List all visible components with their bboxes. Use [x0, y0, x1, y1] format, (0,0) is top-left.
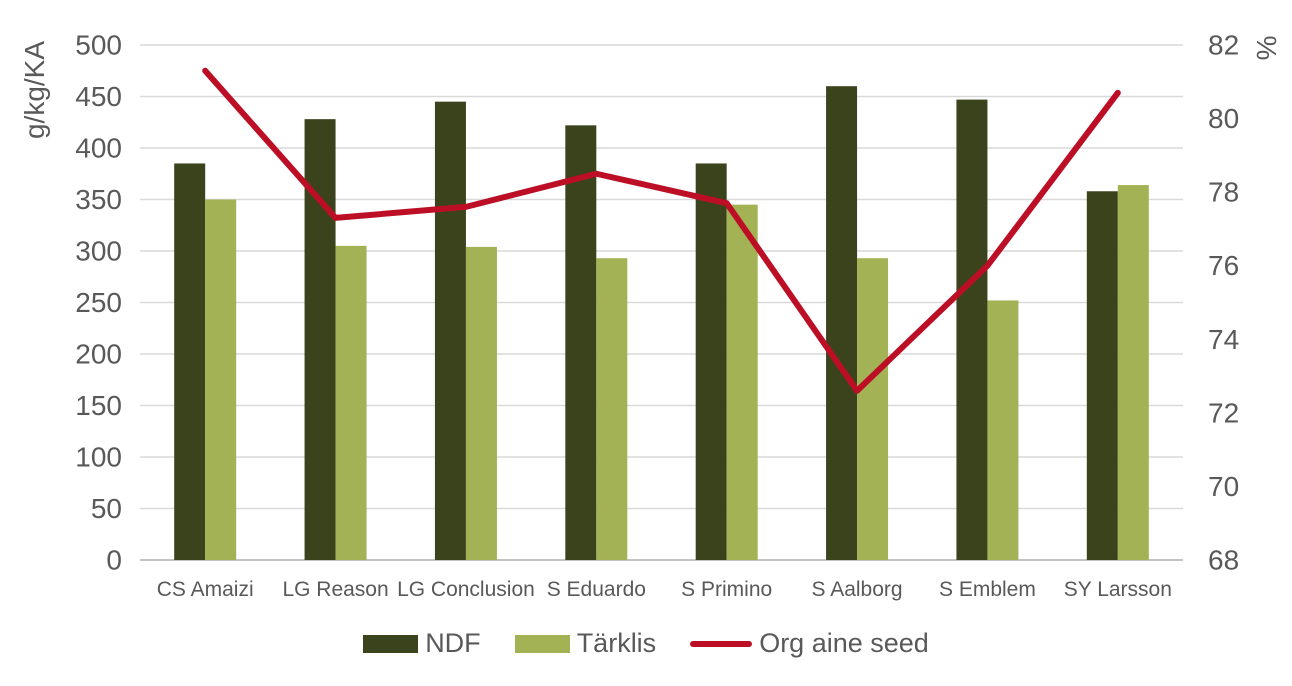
left-axis-tick-label: 500 — [75, 30, 122, 61]
bar-ndf — [695, 163, 727, 560]
bar-tarklis — [596, 258, 628, 560]
bar-tarklis — [726, 204, 758, 560]
right-axis-tick-label: 74 — [1208, 324, 1239, 355]
legend-item-ndf: NDF — [363, 630, 481, 657]
right-axis-tick-label: 72 — [1208, 397, 1239, 428]
right-axis-tick-label: 82 — [1208, 30, 1239, 61]
bar-ndf — [174, 163, 206, 560]
legend-label-tarklis: Tärklis — [576, 628, 657, 658]
left-axis-title: g/kg/KA — [19, 41, 50, 139]
gridlines-layer — [140, 44, 1183, 561]
bar-ndf — [826, 86, 858, 560]
legend-label-ndf: NDF — [425, 628, 481, 658]
bars-layer — [174, 86, 1149, 561]
bar-tarklis — [335, 245, 367, 560]
x-axis-category-label: S Aalborg — [812, 578, 903, 601]
x-axis-category-label: CS Amaizi — [157, 578, 254, 601]
legend-item-org-aine-seed: Org aine seed — [690, 630, 929, 657]
x-axis-category-label: SY Larsson — [1064, 578, 1172, 601]
right-axis-tick-label: 78 — [1208, 177, 1239, 208]
left-axis-tick-label: 300 — [75, 236, 122, 267]
left-axis-tick-label: 50 — [91, 493, 122, 524]
bar-tarklis — [205, 199, 237, 560]
x-axis-category-label: S Eduardo — [547, 578, 646, 601]
ndf-bar-swatch-icon — [363, 634, 419, 653]
left-axis-tick-label: 400 — [75, 133, 122, 164]
x-axis-category-label: LG Reason — [282, 578, 388, 601]
legend-label-org-aine-seed: Org aine seed — [759, 628, 929, 658]
legend-item-tarklis: Tärklis — [514, 628, 657, 658]
x-axis-category-label: S Emblem — [939, 578, 1036, 601]
x-axis-category-label: S Primino — [681, 578, 772, 601]
axis-labels-layer: 0 50 100 150 200 250 300 350 400 450 500 68 70 72 74 76… — [75, 30, 1239, 602]
left-axis-tick-label: 450 — [75, 81, 122, 112]
right-axis-title: % — [1251, 36, 1282, 61]
left-axis-tick-label: 200 — [75, 339, 122, 370]
bar-ndf — [1086, 191, 1118, 560]
bar-tarklis — [857, 258, 889, 560]
bar-ndf — [956, 99, 988, 560]
left-axis-tick-label: 100 — [75, 442, 122, 473]
left-axis-tick-label: 150 — [75, 390, 122, 421]
org-aine-seed-line — [202, 67, 1121, 394]
right-axis-tick-label: 70 — [1208, 471, 1239, 502]
bar-ndf — [434, 101, 466, 561]
org-aine-seed-line-swatch-icon — [690, 640, 753, 647]
left-axis-tick-label: 250 — [75, 287, 122, 318]
tarklis-bar-swatch-icon — [514, 634, 570, 653]
line-series-layer — [202, 67, 1121, 394]
left-axis-tick-label: 0 — [106, 545, 122, 576]
right-axis-tick-label: 80 — [1208, 103, 1239, 134]
x-axis-category-label: LG Conclusion — [397, 578, 535, 601]
chart-legend: NDF Tärklis Org aine seed — [0, 630, 1292, 657]
bar-tarklis — [987, 300, 1019, 560]
right-axis-tick-label: 68 — [1208, 545, 1239, 576]
left-axis-tick-label: 350 — [75, 184, 122, 215]
bar-ndf — [565, 125, 597, 560]
right-axis-tick-label: 76 — [1208, 250, 1239, 281]
bar-tarklis — [1117, 185, 1149, 560]
bar-tarklis — [465, 246, 497, 560]
